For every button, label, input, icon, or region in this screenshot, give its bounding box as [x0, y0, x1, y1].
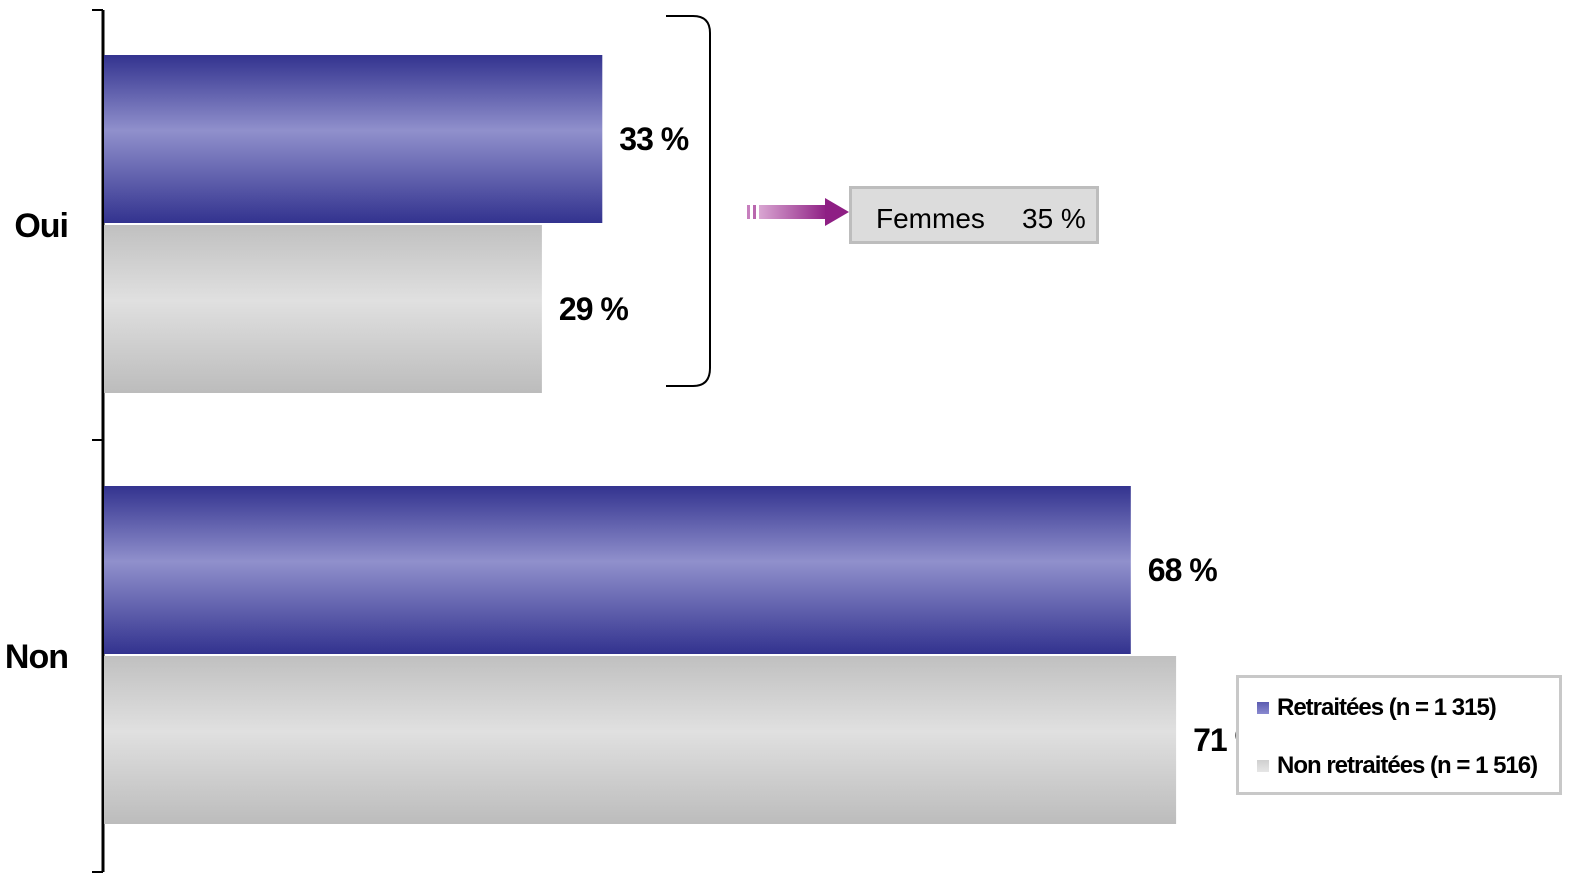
category-label-oui: Oui — [14, 207, 68, 245]
callout-value: 35 % — [1022, 203, 1086, 234]
bar-non-series-1 — [104, 486, 1131, 654]
value-label-oui-series-1: 33 % — [619, 121, 688, 157]
value-label-oui-series-2: 29 % — [559, 291, 628, 327]
legend-swatch-non-retraitees — [1257, 760, 1269, 772]
value-label-non-series-1: 68 % — [1148, 552, 1217, 588]
callout-arrow — [747, 198, 849, 226]
category-label-non: Non — [5, 638, 68, 676]
legend-swatch-retraitees — [1257, 702, 1269, 714]
bars-layer — [104, 55, 1177, 824]
legend-item-non-retraitees: Non retraitées (n = 1 516) — [1257, 752, 1538, 780]
legend: Retraitées (n = 1 315) Non retraitées (n… — [1236, 675, 1562, 795]
legend-label-non-retraitees: Non retraitées (n = 1 516) — [1277, 752, 1538, 779]
bracket-brace — [666, 15, 711, 387]
legend-label-retraitees: Retraitées (n = 1 315) — [1277, 694, 1497, 721]
bar-oui-series-2 — [104, 225, 542, 393]
legend-item-retraitees: Retraitées (n = 1 315) — [1257, 694, 1497, 722]
femmes-callout-box: Femmes 35 % — [849, 186, 1099, 244]
bar-oui-series-1 — [104, 55, 603, 223]
bar-non-series-2 — [104, 656, 1177, 824]
callout-label: Femmes — [876, 203, 985, 234]
